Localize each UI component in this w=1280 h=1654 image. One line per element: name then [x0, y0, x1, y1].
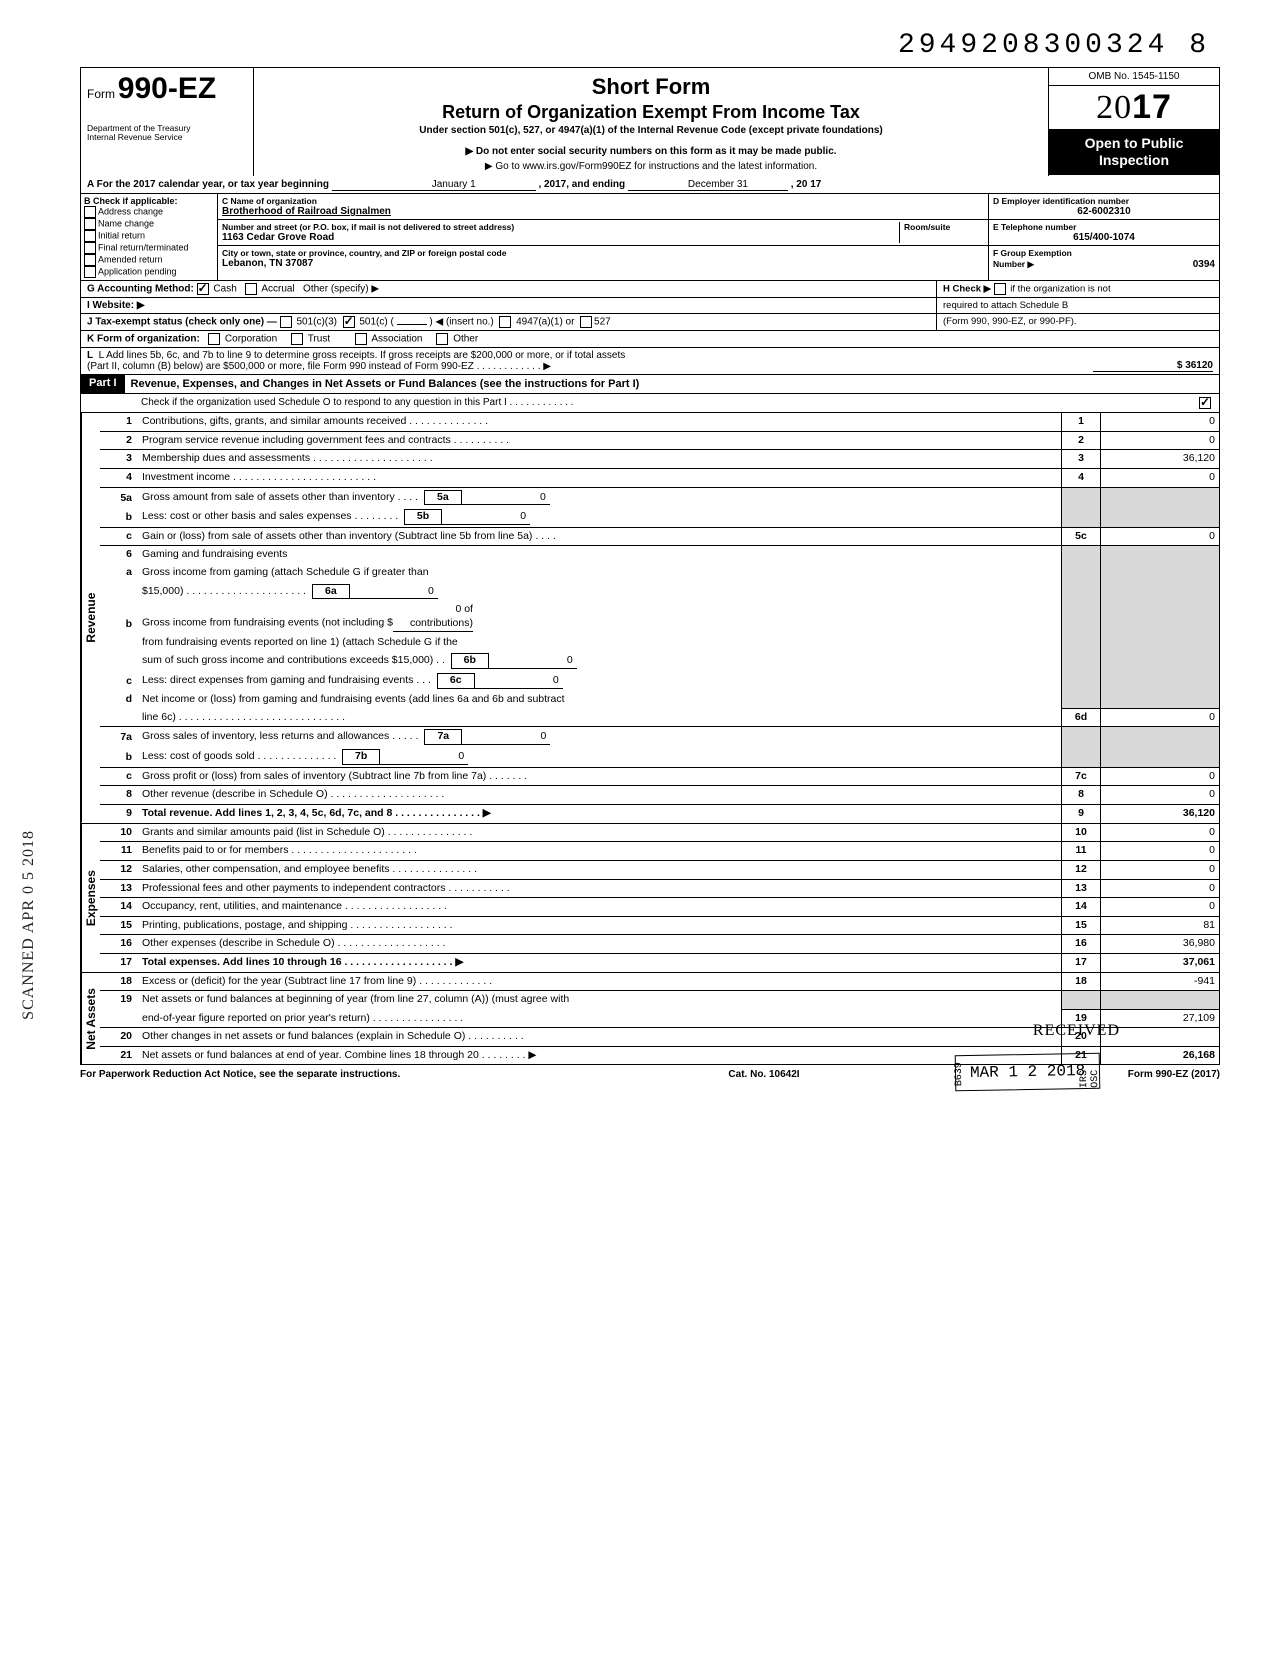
- open-public: Open to Public: [1053, 135, 1215, 152]
- revenue-table: 1Contributions, gifts, grants, and simil…: [100, 413, 1219, 823]
- chk-association[interactable]: [355, 333, 367, 345]
- chk-amended-return[interactable]: [84, 254, 96, 266]
- chk-501c3[interactable]: [280, 316, 292, 328]
- part1-header: Part I Revenue, Expenses, and Changes in…: [80, 375, 1220, 394]
- form-number: 990-EZ: [118, 72, 216, 105]
- org-name: Brotherhood of Railroad Signalmen: [222, 206, 984, 217]
- chk-cash[interactable]: [197, 283, 209, 295]
- instruction-goto: ▶ Go to www.irs.gov/Form990EZ for instru…: [262, 161, 1040, 172]
- chk-schedule-o[interactable]: [1199, 397, 1211, 409]
- line-g-h: G Accounting Method: Cash Accrual Other …: [80, 281, 1220, 298]
- side-revenue: Revenue: [81, 413, 100, 823]
- chk-trust[interactable]: [291, 333, 303, 345]
- ein-value: 62-6002310: [993, 206, 1215, 217]
- chk-other-org[interactable]: [436, 333, 448, 345]
- chk-501c[interactable]: [343, 316, 355, 328]
- under-section: Under section 501(c), 527, or 4947(a)(1)…: [262, 125, 1040, 136]
- group-exemption-label: F Group Exemption: [993, 248, 1072, 258]
- dept-irs: Internal Revenue Service: [87, 133, 247, 142]
- section-bcd: B Check if applicable: Address change Na…: [80, 194, 1220, 281]
- form-label: Form: [87, 87, 115, 101]
- chk-schedule-b[interactable]: [994, 283, 1006, 295]
- addr-label: Number and street (or P.O. box, if mail …: [222, 222, 899, 232]
- room-label: Room/suite: [904, 222, 984, 232]
- part1-check-line: Check if the organization used Schedule …: [80, 394, 1220, 413]
- form-header: Form 990-EZ Department of the Treasury I…: [80, 67, 1220, 176]
- side-net-assets: Net Assets: [81, 973, 100, 1065]
- date-stamp: B639 MAR 1 2 2018 IRS-OSC: [954, 1053, 1100, 1092]
- received-stamp: RECEIVED: [1033, 1022, 1120, 1040]
- line-l: L L Add lines 5b, 6c, and 7b to line 9 t…: [80, 348, 1220, 375]
- phone-value: 615/400-1074: [993, 232, 1215, 243]
- expenses-table: 10Grants and similar amounts paid (list …: [100, 824, 1219, 972]
- chk-final-return[interactable]: [84, 242, 96, 254]
- chk-4947[interactable]: [499, 316, 511, 328]
- chk-accrual[interactable]: [245, 283, 257, 295]
- instruction-ssn: ▶ Do not enter social security numbers o…: [262, 146, 1040, 157]
- gross-receipts: 36120: [1185, 360, 1213, 371]
- short-form-title: Short Form: [262, 74, 1040, 100]
- col-c-label: C Name of organization: [222, 196, 984, 206]
- group-exemption-number: 0394: [1193, 259, 1215, 270]
- city-state-zip: Lebanon, TN 37087: [222, 258, 984, 269]
- chk-527[interactable]: [580, 316, 592, 328]
- omb-number: OMB No. 1545-1150: [1049, 68, 1219, 86]
- chk-address-change[interactable]: [84, 206, 96, 218]
- phone-label: E Telephone number: [993, 222, 1215, 232]
- col-b-title: B Check if applicable:: [84, 196, 214, 206]
- net-assets-table: 18Excess or (deficit) for the year (Subt…: [100, 973, 1219, 1065]
- tax-year: 2017: [1049, 86, 1219, 129]
- line-a: A For the 2017 calendar year, or tax yea…: [80, 176, 1220, 194]
- chk-corporation[interactable]: [208, 333, 220, 345]
- line-i: I Website: ▶ required to attach Schedule…: [80, 298, 1220, 314]
- dln-number: 2949208300324 8: [80, 30, 1220, 61]
- ein-label: D Employer identification number: [993, 196, 1215, 206]
- side-expenses: Expenses: [81, 824, 100, 972]
- scanned-stamp: SCANNED APR 0 5 2018: [20, 830, 38, 1020]
- city-label: City or town, state or province, country…: [222, 248, 984, 258]
- inspection: Inspection: [1053, 152, 1215, 169]
- chk-initial-return[interactable]: [84, 230, 96, 242]
- chk-name-change[interactable]: [84, 218, 96, 230]
- return-title: Return of Organization Exempt From Incom…: [262, 102, 1040, 123]
- line-j: J Tax-exempt status (check only one) — 5…: [80, 314, 1220, 331]
- chk-application-pending[interactable]: [84, 266, 96, 278]
- street-address: 1163 Cedar Grove Road: [222, 232, 899, 243]
- line-k: K Form of organization: Corporation Trus…: [80, 331, 1220, 348]
